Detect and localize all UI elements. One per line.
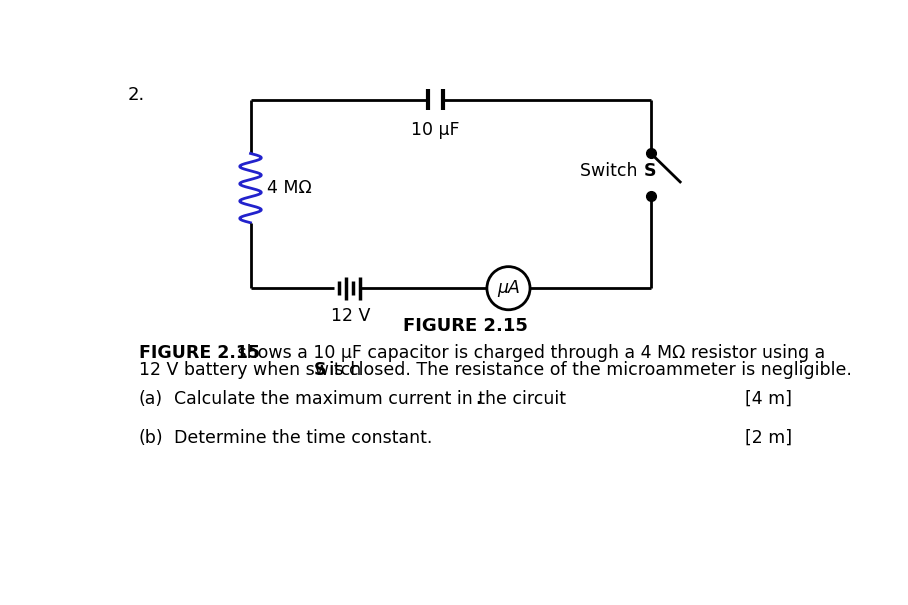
Text: 12 V battery when switch: 12 V battery when switch: [139, 361, 367, 379]
Text: shows a 10 μF capacitor is charged through a 4 MΩ resistor using a: shows a 10 μF capacitor is charged throu…: [232, 344, 825, 362]
Text: [4 m]: [4 m]: [745, 390, 792, 408]
Text: S: S: [314, 361, 327, 379]
Text: 4 MΩ: 4 MΩ: [268, 179, 312, 197]
Text: μA: μA: [497, 279, 520, 297]
Text: is closed. The resistance of the microammeter is negligible.: is closed. The resistance of the microam…: [324, 361, 852, 379]
Text: 10 μF: 10 μF: [411, 121, 459, 139]
Text: Switch: Switch: [580, 162, 643, 180]
Text: FIGURE 2.15: FIGURE 2.15: [139, 344, 260, 362]
Text: (b): (b): [139, 429, 163, 447]
Text: 12 V: 12 V: [331, 307, 370, 325]
Text: (a): (a): [139, 390, 163, 408]
Text: FIGURE 2.15: FIGURE 2.15: [403, 318, 528, 335]
Text: S: S: [644, 162, 656, 180]
Text: 2.: 2.: [127, 87, 144, 105]
Text: Determine the time constant.: Determine the time constant.: [173, 429, 432, 447]
Text: Calculate the maximum current in the circuit: Calculate the maximum current in the cir…: [173, 390, 566, 408]
Text: .: .: [476, 390, 482, 408]
Text: [2 m]: [2 m]: [745, 429, 792, 447]
